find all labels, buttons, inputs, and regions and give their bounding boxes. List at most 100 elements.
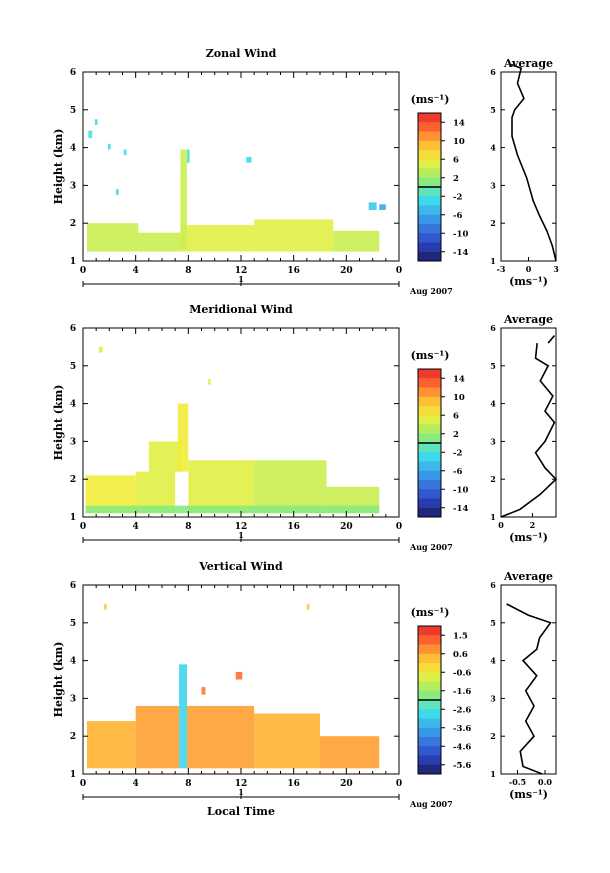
panel2-x-tick-label: 20 xyxy=(340,522,353,532)
panel3-data-cell xyxy=(135,705,180,769)
panel3-colorbar-segment xyxy=(418,681,441,692)
panel2-y-tick-label: 4 xyxy=(70,400,76,410)
panel3-avg-x-tick-label: 0.0 xyxy=(538,777,552,787)
panel2-colorbar-segment xyxy=(418,480,441,490)
panel2-date-label: Aug 2007 xyxy=(409,542,453,552)
panel1-colorbar-segment xyxy=(418,140,441,151)
panel3-colorbar-tick-label: -2.6 xyxy=(453,705,471,715)
panel1-date-marker: 1 xyxy=(238,274,244,284)
panel2-colorbar-segment xyxy=(418,424,441,435)
panel2-y-tick-label: 5 xyxy=(70,362,76,372)
panel2-x-tick-label: 12 xyxy=(235,522,248,532)
panel1-data-cell xyxy=(86,223,139,252)
panel3-x-tick-label: 4 xyxy=(133,779,139,789)
panel1-date-label: Aug 2007 xyxy=(409,286,453,296)
panel1-y-tick-label: 3 xyxy=(70,181,76,191)
panel2-y-tick-label: 1 xyxy=(70,513,76,523)
panel3-colorbar-unit: (ms⁻¹) xyxy=(411,606,450,619)
panel1-y-tick-label: 6 xyxy=(70,68,76,78)
panel3-colorbar-tick-label: -5.6 xyxy=(453,761,471,771)
panel2-avg-x-tick-label: 2 xyxy=(530,520,536,530)
panel1-data-cell xyxy=(115,189,119,195)
panel3-colorbar-segment xyxy=(418,727,441,738)
panel3-data-cell xyxy=(86,721,136,769)
panel3-date-label: Aug 2007 xyxy=(409,799,453,809)
panel1-data-cell xyxy=(138,232,181,252)
panel3-date-marker: 1 xyxy=(238,787,244,797)
panel1-data-cell xyxy=(180,149,188,250)
panel3-colorbar-segment xyxy=(418,644,441,655)
panel1-avg-y-tick-label: 5 xyxy=(490,105,496,115)
panel3-colorbar-tick-label: -3.6 xyxy=(453,724,471,734)
panel2-colorbar-segment xyxy=(418,470,441,481)
panel1-x-tick-label: 16 xyxy=(287,266,300,276)
panel1-avg-x-label: (ms⁻¹) xyxy=(509,275,548,288)
panel2-colorbar-segment xyxy=(418,433,441,444)
panel1-colorbar-tick-label: -2 xyxy=(453,192,463,202)
panel2-x-tick-label: 0 xyxy=(396,522,402,532)
panel3-colorbar-segment xyxy=(418,635,441,645)
panel2-colorbar-unit: (ms⁻¹) xyxy=(411,349,450,362)
panel2-date-marker: 1 xyxy=(238,530,244,540)
panel1-data-cell xyxy=(333,230,380,252)
panel3-colorbar-segment xyxy=(418,737,441,747)
panel1-data-cell xyxy=(254,219,334,252)
panel1-colorbar-tick-label: -14 xyxy=(453,248,468,258)
panel1-colorbar-segment xyxy=(418,159,441,169)
panel1-data-cell xyxy=(379,204,386,210)
panel2-avg-profile-line-upper xyxy=(547,335,556,344)
panel1-data-cell xyxy=(123,149,127,156)
panel1-x-tick-label: 4 xyxy=(133,266,139,276)
panel1-x-tick-label: 20 xyxy=(340,266,353,276)
panel2-colorbar-tick-label: -2 xyxy=(453,448,463,458)
panel1-avg-x-tick-label: 3 xyxy=(553,264,559,274)
panel1-colorbar-segment xyxy=(418,251,441,262)
panel3-colorbar-segment xyxy=(418,653,441,664)
panel3-y-label: Height (km) xyxy=(52,642,65,718)
panel2-avg-y-tick-label: 5 xyxy=(490,361,496,371)
panel2-colorbar-tick-label: -10 xyxy=(453,485,468,495)
panel1-data-cell xyxy=(88,130,93,139)
panel2-y-tick-label: 2 xyxy=(70,475,76,485)
panel2-data-cell xyxy=(177,403,189,472)
panel2-colorbar-segment xyxy=(418,415,441,425)
panel3-x-tick-label: 20 xyxy=(340,779,353,789)
panel1-avg-x-tick-label: -3 xyxy=(497,264,506,274)
panel1-avg-y-tick-label: 3 xyxy=(490,180,496,190)
panel3-y-tick-label: 6 xyxy=(70,581,76,591)
panel3-colorbar-tick-label: -1.6 xyxy=(453,687,471,697)
panel3-avg-y-tick-label: 5 xyxy=(490,618,496,628)
panel2-colorbar-segment xyxy=(418,378,441,388)
panel3-avg-y-tick-label: 1 xyxy=(490,769,496,779)
panel3-colorbar-segment xyxy=(418,663,441,673)
panel1-colorbar-segment xyxy=(418,224,441,234)
panel1-y-tick-label: 1 xyxy=(70,257,76,267)
panel2-colorbar-segment xyxy=(418,498,441,509)
panel2-x-tick-label: 8 xyxy=(185,522,191,532)
panel3-data-cell xyxy=(306,603,310,610)
panel2-avg-y-tick-label: 1 xyxy=(490,512,496,522)
panel1-y-tick-label: 4 xyxy=(70,144,76,154)
panel1-colorbar-segment xyxy=(418,242,441,253)
panel1-colorbar-segment xyxy=(418,131,441,142)
panel1-colorbar-tick-label: 6 xyxy=(453,155,459,165)
panel3-colorbar-segment xyxy=(418,746,441,756)
panel2-colorbar-tick-label: 2 xyxy=(453,430,459,440)
panel1-colorbar-segment xyxy=(418,177,441,188)
panel2-colorbar-segment xyxy=(418,452,441,462)
panel1-x-tick-label: 12 xyxy=(235,266,248,276)
panel3-x-tick-label: 8 xyxy=(185,779,191,789)
panel3-avg-profile-line xyxy=(506,603,552,775)
panel3-data-cell xyxy=(320,736,380,769)
panel2-avg-x-tick-label: 0 xyxy=(498,520,504,530)
panel2-x-tick-label: 16 xyxy=(287,522,300,532)
panel1-colorbar-segment xyxy=(418,122,441,132)
panel3-y-tick-label: 1 xyxy=(70,770,76,780)
panel1-colorbar-tick-label: 2 xyxy=(453,174,459,184)
panel2-colorbar-segment xyxy=(418,443,441,453)
panel1-colorbar-segment xyxy=(418,113,441,123)
panel1-avg-y-tick-label: 1 xyxy=(490,256,496,266)
panel3-data-cell xyxy=(235,671,243,680)
panel3-x-tick-label: 12 xyxy=(235,779,248,789)
